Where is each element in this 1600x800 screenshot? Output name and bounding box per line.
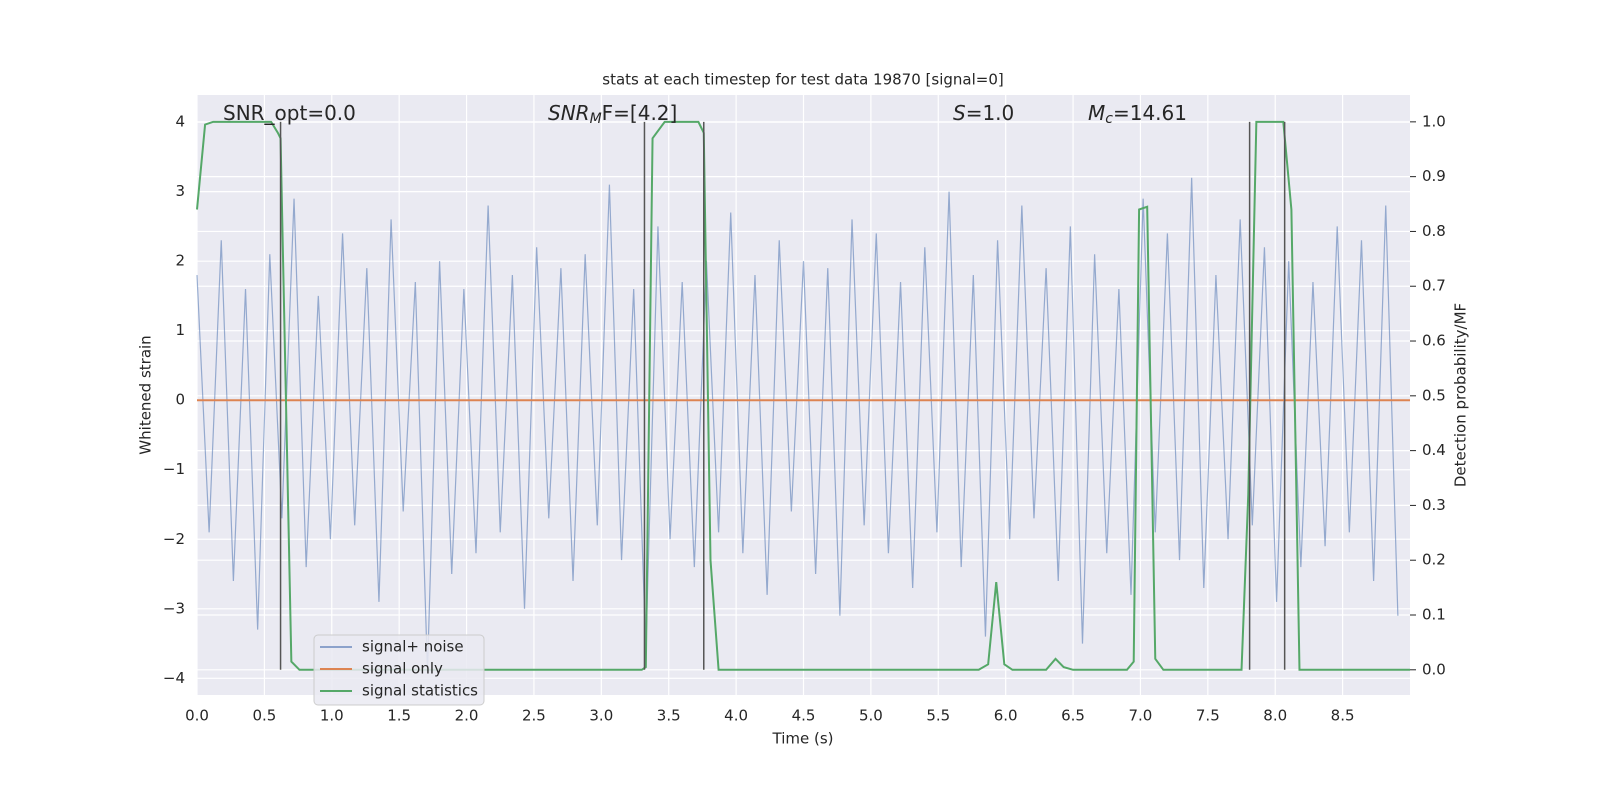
x-tick-label: 8.5 [1331,707,1355,725]
x-tick-label: 0.0 [185,707,209,725]
annotation-text: F=[4.2] [602,101,678,125]
y2-axis-label: Detection probability/MF [1452,303,1470,487]
y2-tick-label: 0.4 [1422,441,1446,459]
y2-tick-label: 0.0 [1422,660,1446,678]
x-tick-label: 4.0 [724,707,748,725]
y2-tick-label: 0.5 [1422,386,1446,404]
x-axis-label: Time (s) [772,730,834,748]
series-line [196,120,1410,671]
x-tick-label: 5.5 [926,707,950,725]
x-tick-label: 0.5 [252,707,276,725]
annotation-text: =1.0 [966,101,1015,125]
annotation-symbol: SNR [548,101,590,125]
x-tick-label: 1.5 [387,707,411,725]
legend-label: signal statistics [362,682,478,700]
x-tick-label: 3.5 [657,707,681,725]
x-tick-label: 3.0 [589,707,613,725]
y2-tick-label: 0.2 [1422,551,1446,569]
annotation: SNR_opt=0.0 [223,101,356,125]
x-tick-label: 1.0 [320,707,344,725]
y-tick-label: 3 [175,182,185,200]
x-tick-label: 2.5 [522,707,546,725]
y2-tick-label: 1.0 [1422,112,1446,130]
y-tick-label: 0 [175,391,185,409]
x-tick-label: 6.0 [994,707,1018,725]
legend-box [313,634,485,706]
legend-label: signal only [362,660,443,678]
annotation: SNRMF=[4.2] [548,101,677,128]
annotation: S=1.0 [953,101,1014,125]
y-tick-label: −3 [163,599,185,617]
x-tick-label: 2.0 [455,707,479,725]
y-tick-label: 4 [175,113,185,131]
x-tick-label: 5.0 [859,707,883,725]
legend: signal+ noise signal only signal statistic… [313,634,485,706]
chart-title: stats at each timestep for test data 198… [602,71,1003,89]
y-tick-label: −1 [163,460,185,478]
y-tick-label: −4 [163,669,185,687]
y-axis-label: Whitened strain [137,335,155,454]
x-tick-label: 6.5 [1061,707,1085,725]
annotation-symbol: M [1088,101,1105,125]
y2-tick-label: 0.3 [1422,496,1446,514]
y-tick-label: 1 [175,321,185,339]
y-tick-label: 2 [175,252,185,270]
y2-tick-label: 0.9 [1422,167,1446,185]
y-tick-label: −2 [163,530,185,548]
annotation-subscript: M [590,111,602,127]
annotation-symbol: S [953,101,966,125]
annotation: Mc=14.61 [1088,101,1187,128]
y2-tick-label: 0.6 [1422,332,1446,350]
marks [196,120,1410,672]
y2-tick-label: 0.7 [1422,277,1446,295]
y2-tick-label: 0.8 [1422,222,1446,240]
annotation-text: =14.61 [1113,101,1187,125]
x-tick-label: 4.5 [792,707,816,725]
annotation-text: SNR_opt=0.0 [223,101,356,125]
x-tick-label: 7.0 [1129,707,1153,725]
series-line [196,177,1399,672]
grid [196,95,1410,695]
annotation-subscript: c [1105,111,1113,127]
x-tick-label: 8.0 [1263,707,1287,725]
y2-tick-label: 0.1 [1422,606,1446,624]
x-tick-label: 7.5 [1196,707,1220,725]
legend-label: signal+ noise [362,638,464,656]
annotations: SNR_opt=0.0 SNRMF=[4.2] S=1.0 Mc=14.61 [223,101,1187,128]
